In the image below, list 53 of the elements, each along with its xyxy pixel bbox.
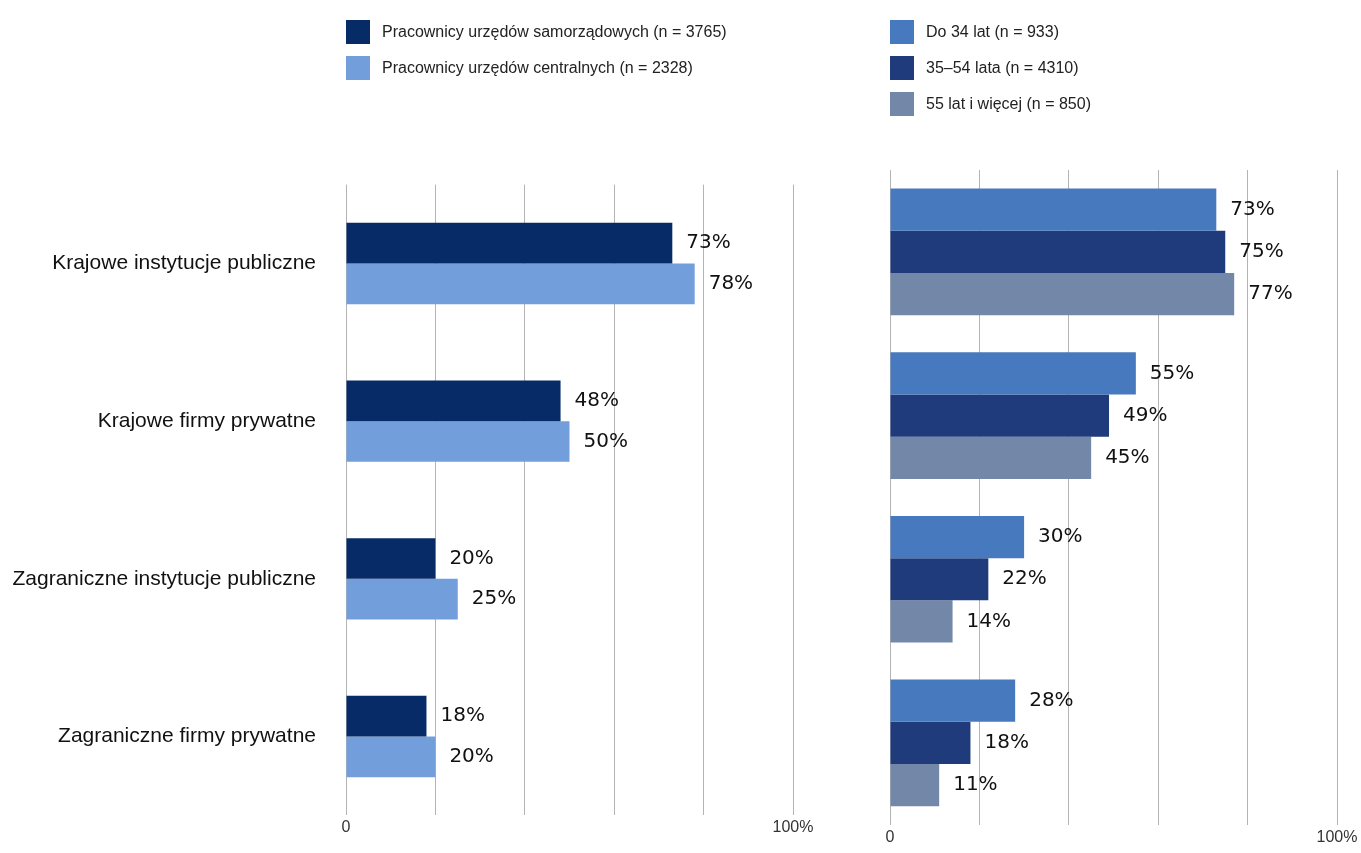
data-label: 14% [966,607,1012,632]
bar [346,736,436,778]
bar [890,230,1226,273]
legend-label: Pracownicy urzędów centralnych (n = 2328) [382,59,693,77]
bar [890,352,1136,395]
legend-label: 55 lat i więcej (n = 850) [926,95,1091,113]
bar [890,188,1217,231]
data-label: 49% [1123,401,1168,426]
data-label: 18% [440,702,485,727]
bar [890,515,1025,559]
data-label: 18% [984,729,1029,754]
data-label: 73% [686,229,731,254]
x-tick-label: 0 [885,827,895,845]
y-tick-label: Krajowe firmy prywatne [97,407,316,431]
data-label: 78% [708,270,754,294]
data-label: 22% [1002,565,1047,590]
legend-label: 35–54 lata (n = 4310) [926,59,1079,77]
data-label: 77% [1248,280,1293,305]
bar [890,394,1110,437]
x-tick-label: 0 [341,818,351,836]
legend-label: Pracownicy urzędów samorządowych (n = 3765) [382,23,727,41]
data-label: 20% [449,544,494,569]
bar [346,421,570,462]
data-label: 50% [583,427,628,452]
data-label: 55% [1149,359,1195,384]
bar [890,679,1016,722]
bar [890,600,953,643]
data-label: 28% [1029,686,1074,711]
y-tick-label: Zagraniczne firmy prywatne [58,723,316,747]
data-label: 73% [1230,195,1275,220]
data-label: 45% [1105,443,1150,468]
bar [346,263,695,305]
bar [890,272,1235,316]
data-label: 30% [1038,523,1083,548]
y-tick-label: Krajowe instytucje publiczne [52,250,316,274]
data-label: 20% [449,743,494,768]
data-label: 11% [953,771,998,796]
bar [346,578,458,620]
data-label: 25% [471,585,517,610]
bar [346,695,427,737]
x-tick-label: 100% [772,818,814,836]
bar [890,558,989,601]
bar [890,764,940,807]
legend-label: Do 34 lat (n = 933) [926,23,1059,41]
data-label: 75% [1239,238,1284,263]
data-label: 48% [574,387,620,412]
bar [890,721,971,765]
x-tick-label: 100% [1316,827,1358,845]
bar [346,380,561,422]
bar [346,538,436,579]
y-tick-label: Zagraniczne instytucje publiczne [12,565,316,589]
bar [346,222,673,264]
bar [890,436,1092,479]
